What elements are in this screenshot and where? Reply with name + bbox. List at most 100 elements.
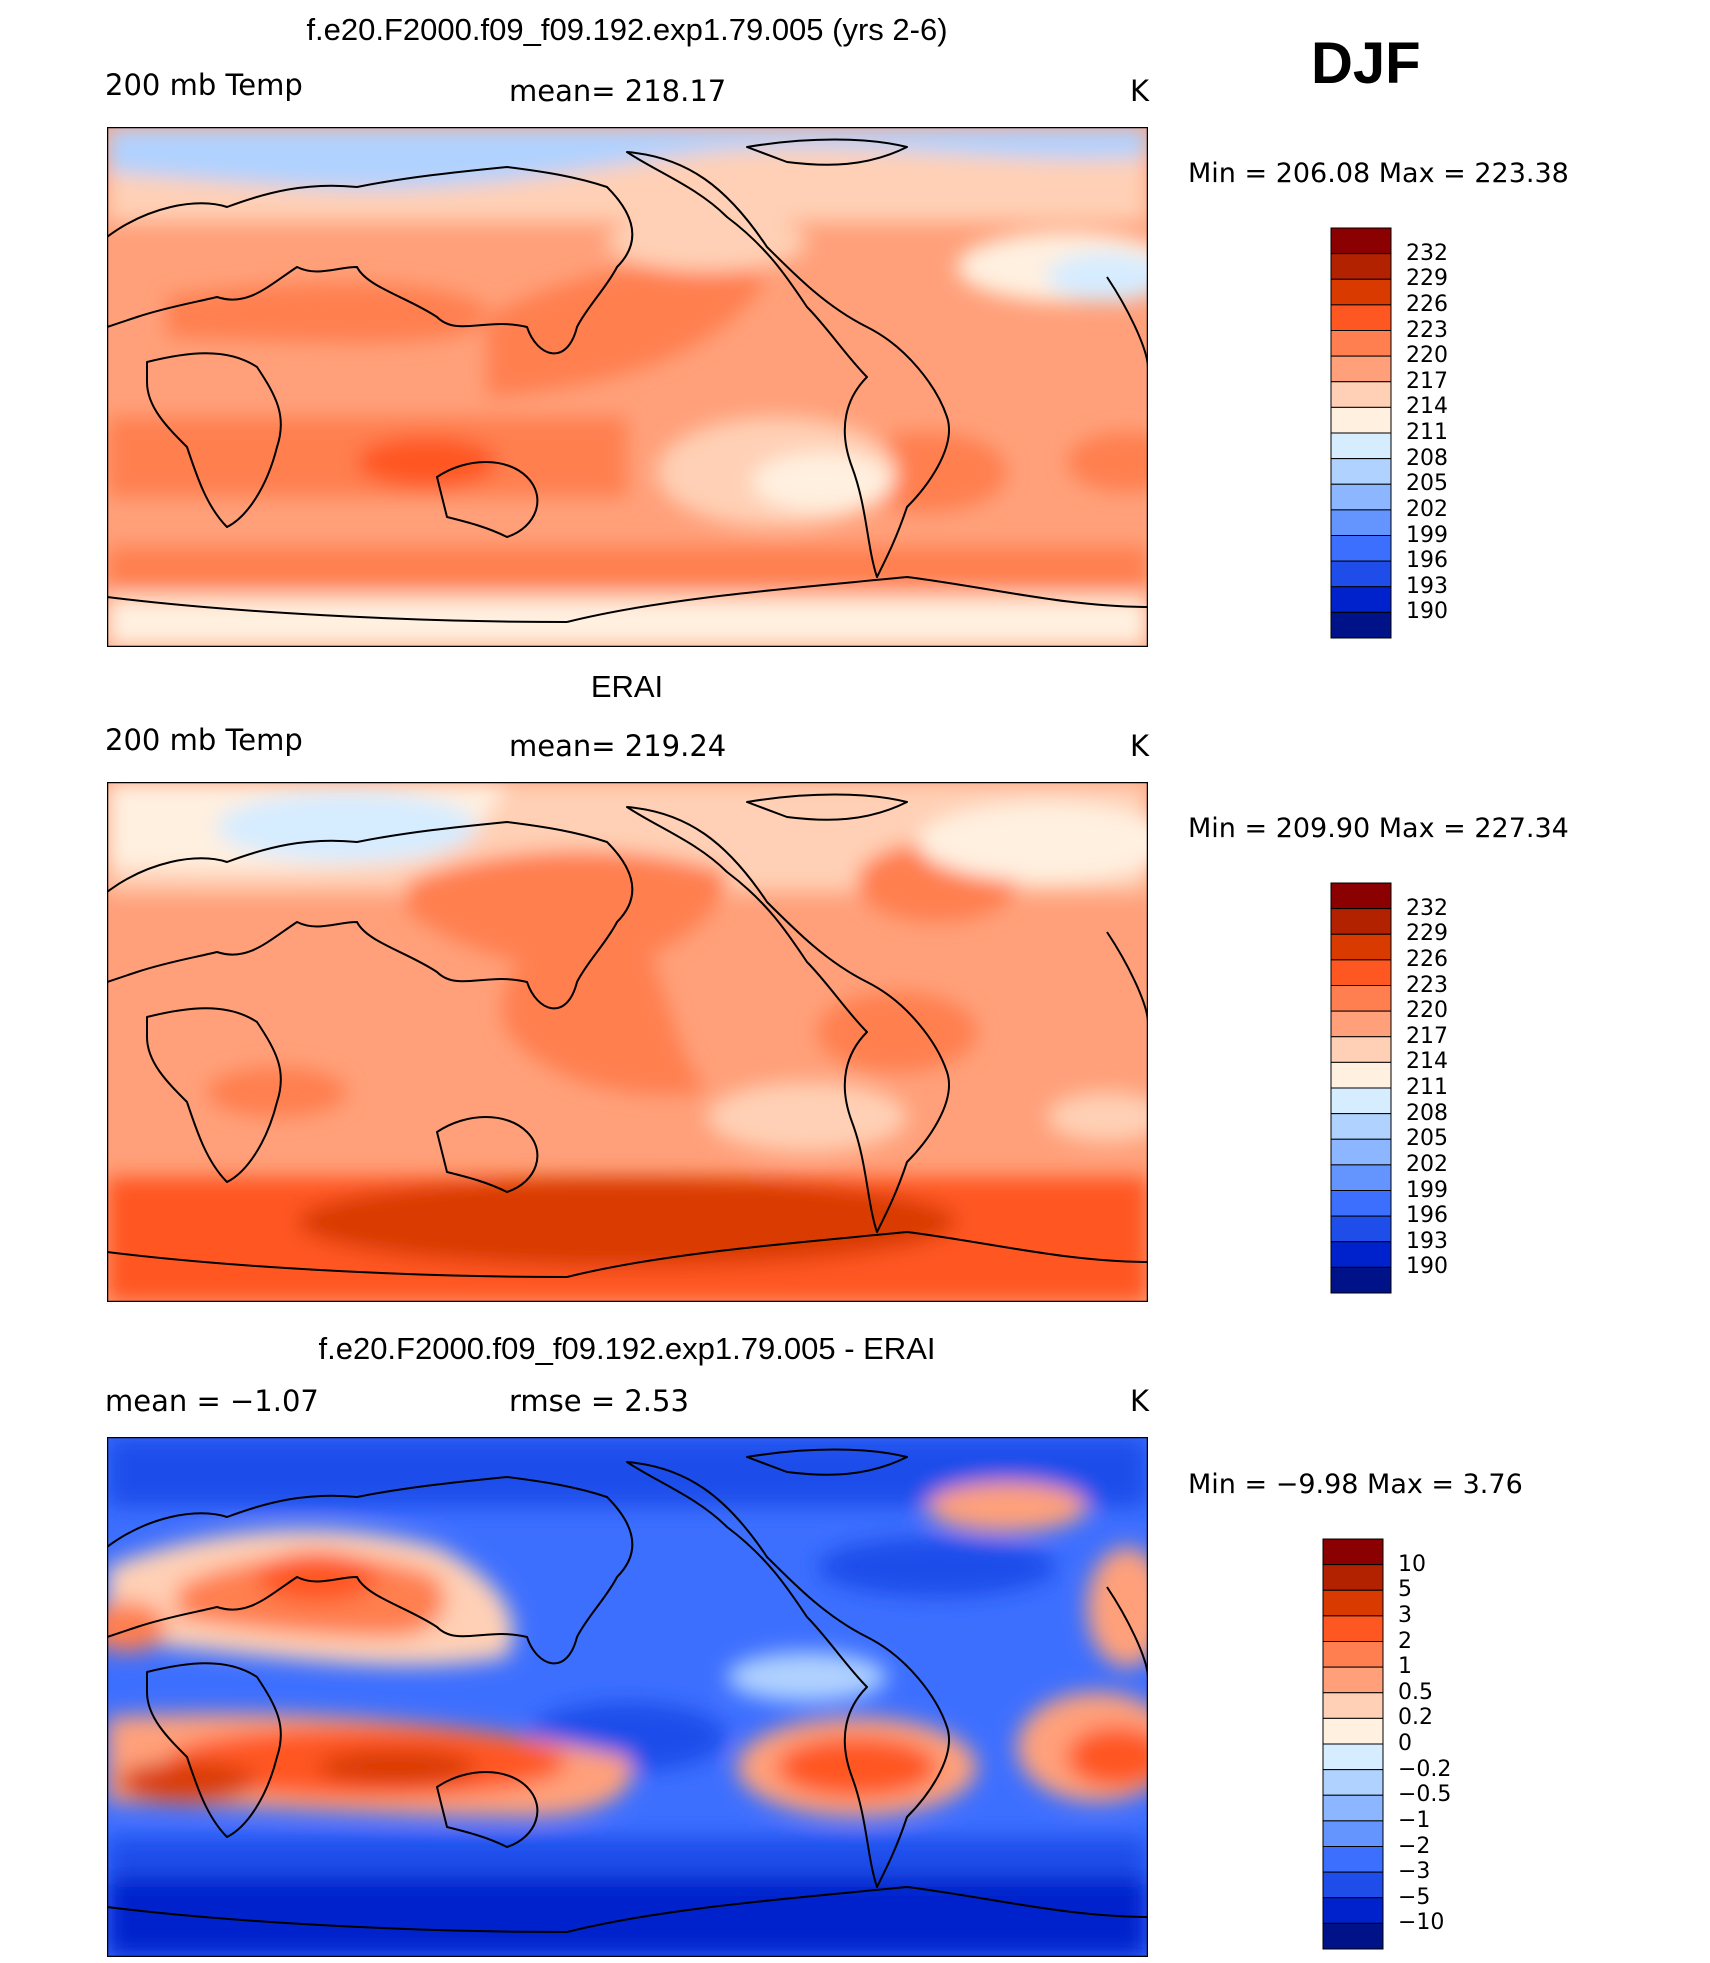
panel-2-map	[107, 782, 1148, 1302]
panel-2-title: ERAI	[590, 669, 664, 704]
colorbar-tick-label: −1	[1398, 1807, 1431, 1833]
colorbar-tick-label: −10	[1398, 1910, 1445, 1936]
colorbar-tick-label: 205	[1406, 471, 1448, 497]
colorbar-swatch	[1322, 1538, 1384, 1566]
colorbar-swatch	[1330, 509, 1392, 536]
colorbar-tick-label: 211	[1406, 1075, 1448, 1100]
colorbar-swatch	[1330, 611, 1392, 639]
colorbar-tick-label: 226	[1406, 291, 1448, 317]
colorbar-swatch	[1330, 1164, 1392, 1191]
colorbar-swatch	[1330, 1036, 1392, 1063]
colorbar-swatch	[1330, 882, 1392, 910]
colorbar-swatch	[1322, 1820, 1384, 1847]
colorbar-swatch	[1330, 908, 1392, 935]
colorbar-swatch	[1322, 1743, 1384, 1771]
panel-3-map	[107, 1437, 1148, 1957]
colorbar-swatch	[1322, 1641, 1384, 1668]
panel-2-minmax: Min = 209.90 Max = 227.34	[1188, 813, 1569, 844]
colorbar-swatch	[1330, 1087, 1392, 1115]
colorbar-tick-label: 5	[1398, 1577, 1412, 1603]
colorbar-swatch	[1330, 586, 1392, 613]
colorbar-tick-label: 193	[1406, 1228, 1448, 1254]
colorbar-swatch	[1322, 1846, 1384, 1873]
colorbar-tick-label: 232	[1406, 895, 1448, 921]
panel-2-variable-label: 200 mb Temp	[105, 723, 303, 757]
colorbar-tick-label: 0.5	[1398, 1679, 1433, 1705]
colorbar-tick-label: 190	[1406, 599, 1448, 625]
colorbar-tick-label: 232	[1406, 240, 1448, 266]
colorbar-tick-label: 205	[1406, 1126, 1448, 1152]
colorbar-swatch	[1330, 1138, 1392, 1166]
panel-3-minmax: Min = −9.98 Max = 3.76	[1188, 1469, 1523, 1500]
panel-2-colorbar: 232 229 226 223 220 217 214 211 208 205 202 199 196 1…	[1330, 882, 1450, 1294]
colorbar-tick-label: −3	[1398, 1859, 1431, 1885]
panel-2-units-label: K	[1130, 729, 1150, 763]
panel-1-minmax: Min = 206.08 Max = 223.38	[1188, 158, 1569, 189]
colorbar-swatch	[1330, 227, 1392, 255]
colorbar-tick-label: 220	[1406, 343, 1448, 369]
colorbar-swatch	[1330, 985, 1392, 1012]
colorbar-swatch	[1330, 458, 1392, 485]
colorbar-tick-label: 196	[1406, 1203, 1448, 1229]
colorbar-swatch	[1330, 330, 1392, 357]
colorbar-swatch	[1322, 1871, 1384, 1899]
colorbar-svg	[1322, 1538, 1384, 1950]
colorbar-swatch	[1322, 1794, 1384, 1822]
colorbar-swatch	[1322, 1922, 1384, 1950]
colorbar-swatch	[1330, 1215, 1392, 1243]
colorbar-tick-label: 223	[1406, 972, 1448, 998]
colorbar-swatch	[1330, 1010, 1392, 1038]
colorbar-tick-label: 1	[1398, 1654, 1412, 1680]
colorbar-tick-label: 208	[1406, 445, 1448, 471]
colorbar-swatch	[1330, 535, 1392, 562]
colorbar-tick-label: −0.5	[1398, 1782, 1452, 1808]
colorbar-swatch	[1322, 1615, 1384, 1642]
colorbar-tick-label: 223	[1406, 317, 1448, 343]
colorbar-tick-label: 202	[1406, 1151, 1448, 1177]
panel-1-colorbar: 232 229 226 223 220 217 214 211 208 205 202 199 196 1…	[1330, 227, 1450, 639]
colorbar-tick-label: 229	[1406, 921, 1448, 947]
colorbar-tick-label: 214	[1406, 394, 1448, 420]
colorbar-swatch	[1330, 304, 1392, 331]
colorbar-tick-label: 193	[1406, 573, 1448, 599]
colorbar-svg	[1330, 882, 1392, 1294]
panel-1-title: f.e20.F2000.f09_f09.192.exp1.79.005 (yrs…	[306, 12, 948, 47]
colorbar-swatch	[1330, 355, 1392, 383]
colorbar-tick-label: 0.2	[1398, 1705, 1433, 1731]
panel-1-variable-label: 200 mb Temp	[105, 68, 303, 102]
colorbar-swatch	[1330, 560, 1392, 588]
colorbar-swatch	[1330, 432, 1392, 460]
colorbar-swatch	[1330, 381, 1392, 408]
panel-3-units-label: K	[1130, 1384, 1150, 1418]
colorbar-swatch	[1330, 483, 1392, 511]
colorbar-swatch	[1330, 1061, 1392, 1089]
panel-1-map	[107, 127, 1148, 647]
colorbar-swatch	[1330, 1113, 1392, 1140]
colorbar-swatch	[1330, 1241, 1392, 1268]
colorbar-tick-label: 214	[1406, 1049, 1448, 1075]
colorbar-swatch	[1330, 278, 1392, 306]
colorbar-tick-label: 202	[1406, 496, 1448, 522]
colorbar-tick-label: 199	[1406, 1177, 1448, 1203]
colorbar-svg	[1330, 227, 1392, 639]
panel-1-mean-label: mean= 218.17	[509, 74, 727, 108]
colorbar-tick-label: 2	[1398, 1628, 1412, 1654]
colorbar-tick-label: 0	[1398, 1731, 1412, 1756]
colorbar-swatch	[1330, 406, 1392, 434]
season-label: DJF	[1311, 31, 1421, 96]
panel-1-units-label: K	[1130, 74, 1150, 108]
colorbar-tick-label: 217	[1406, 368, 1448, 394]
panel-2-mean-label: mean= 219.24	[509, 729, 727, 763]
colorbar-tick-label: −0.2	[1398, 1756, 1452, 1782]
colorbar-tick-label: 220	[1406, 998, 1448, 1024]
colorbar-tick-label: 229	[1406, 266, 1448, 292]
colorbar-swatch	[1322, 1897, 1384, 1924]
panel-3-mean-label: mean = −1.07	[105, 1384, 319, 1418]
colorbar-tick-label: 217	[1406, 1023, 1448, 1049]
colorbar-swatch	[1322, 1564, 1384, 1591]
panel-3-title: f.e20.F2000.f09_f09.192.exp1.79.005 - ER…	[318, 1331, 936, 1366]
colorbar-swatch	[1322, 1589, 1384, 1617]
panel-3-colorbar: 10 5 3 2 1 0.5 0.2 0 −0.2 −0.5 −1 −2 −3 −5 −10	[1322, 1538, 1452, 1950]
colorbar-swatch	[1330, 253, 1392, 280]
colorbar-swatch	[1330, 959, 1392, 986]
